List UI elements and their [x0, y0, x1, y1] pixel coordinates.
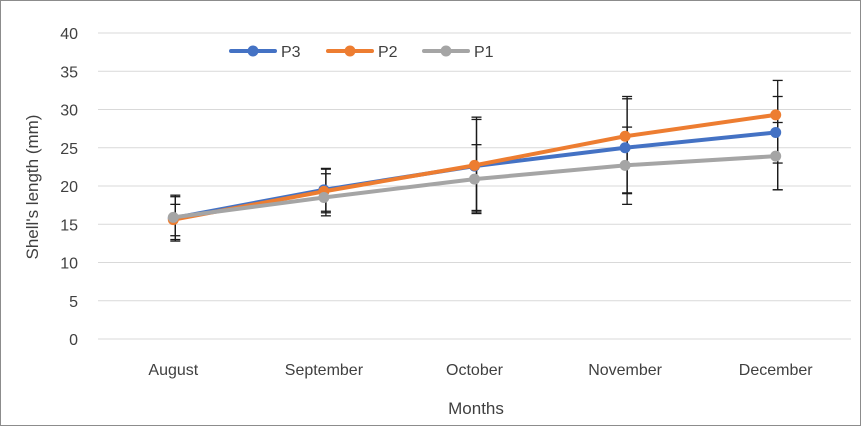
y-tick-label: 0	[69, 332, 78, 349]
x-axis-title: Months	[448, 399, 504, 418]
y-axis-title: Shell's length (mm)	[23, 115, 42, 260]
legend-item: P1	[422, 44, 494, 61]
legend: P3 P2 P1	[229, 44, 494, 61]
legend-item: P2	[326, 44, 398, 61]
x-tick-label: August	[148, 362, 198, 379]
y-tick-label: 20	[60, 179, 78, 196]
data-point	[167, 211, 179, 223]
legend-marker	[440, 45, 452, 57]
y-tick-label: 15	[60, 217, 78, 234]
x-tick-label: December	[739, 362, 813, 379]
legend-marker	[344, 45, 356, 57]
data-point	[770, 126, 782, 138]
x-tick-label: November	[588, 362, 662, 379]
legend-item: P3	[229, 44, 301, 61]
gridlines	[98, 32, 851, 340]
data-point	[770, 150, 782, 162]
legend-label: P3	[281, 44, 301, 61]
x-tick-label: September	[285, 362, 364, 379]
y-tick-label: 40	[60, 26, 78, 43]
y-tick-labels: 0 5 10 15 20 25 30 35 40	[60, 26, 78, 349]
y-tick-label: 5	[69, 294, 78, 311]
y-tick-label: 25	[60, 141, 78, 158]
y-tick-label: 30	[60, 103, 78, 120]
x-tick-label: October	[446, 362, 504, 379]
data-point	[318, 191, 330, 203]
series-p1	[167, 150, 782, 223]
data-point	[770, 109, 782, 121]
legend-marker	[247, 45, 259, 57]
x-tick-labels: August September October November December	[148, 362, 813, 379]
series-lines	[167, 109, 782, 226]
legend-label: P2	[378, 44, 398, 61]
y-tick-label: 10	[60, 256, 78, 273]
legend-label: P1	[474, 44, 494, 61]
data-point	[619, 159, 631, 171]
y-tick-label: 35	[60, 64, 78, 81]
data-point	[619, 142, 631, 154]
data-point	[469, 173, 480, 185]
data-point	[619, 130, 631, 142]
data-point	[469, 159, 480, 171]
